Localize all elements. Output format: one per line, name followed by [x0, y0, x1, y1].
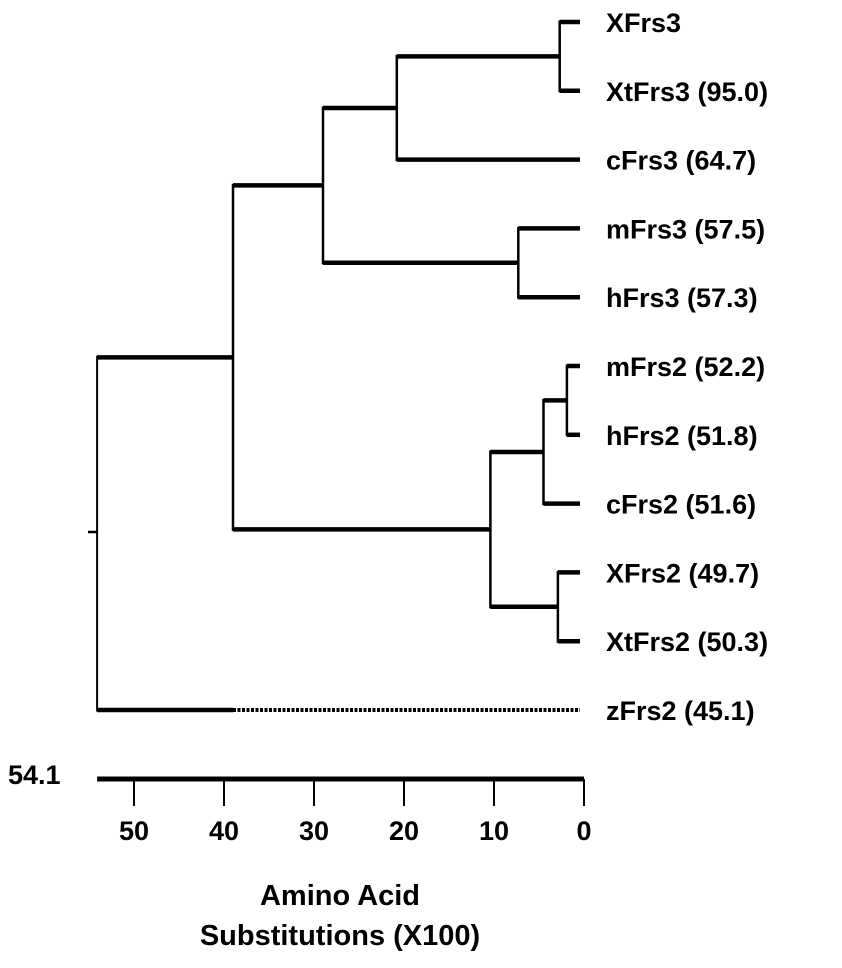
axis-tick-label: 10: [479, 816, 509, 846]
taxon-label: cFrs2 (51.6): [606, 490, 756, 520]
axis-tick-label: 30: [299, 816, 329, 846]
taxon-label: hFrs3 (57.3): [606, 283, 758, 313]
taxon-label: zFrs2 (45.1): [606, 696, 755, 726]
taxon-label: mFrs2 (52.2): [606, 352, 765, 382]
taxon-label: XFrs2 (49.7): [606, 558, 759, 588]
axis-tick-label: 40: [209, 816, 239, 846]
axis-title-line1: Amino Acid: [259, 880, 421, 912]
taxon-label: XtFrs2 (50.3): [606, 627, 768, 657]
taxon-label: mFrs3 (57.5): [606, 214, 765, 244]
axis-tick-label: 20: [389, 816, 419, 846]
axis-tick-label: 0: [576, 816, 591, 846]
root-length-label: 54.1: [8, 760, 61, 790]
taxon-label: XFrs3: [606, 8, 681, 38]
axis-title-line2: Substitutions (X100): [199, 920, 481, 952]
axis-tick-label: 50: [119, 816, 149, 846]
taxon-label: XtFrs3 (95.0): [606, 77, 768, 107]
taxon-label: hFrs2 (51.8): [606, 421, 758, 451]
taxon-label: cFrs3 (64.7): [606, 146, 756, 176]
